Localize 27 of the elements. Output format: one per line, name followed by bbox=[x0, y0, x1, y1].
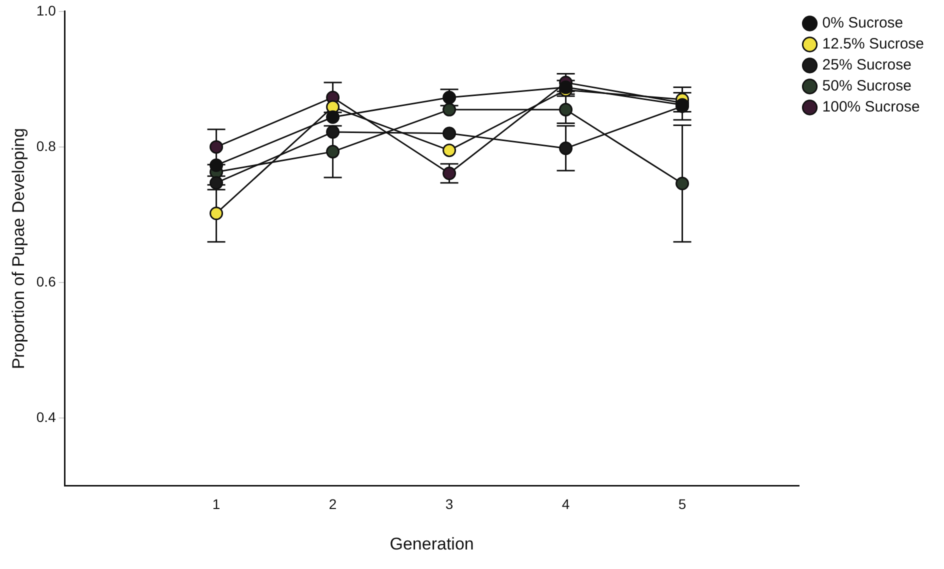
point bbox=[326, 144, 340, 158]
point bbox=[676, 176, 690, 190]
legend-label: 50% Sucrose bbox=[822, 78, 912, 95]
point bbox=[442, 126, 456, 140]
y-tick-label: 0.8 bbox=[36, 138, 56, 154]
x-tick-label: 4 bbox=[562, 496, 570, 512]
legend-label: 25% Sucrose bbox=[822, 56, 912, 74]
point bbox=[559, 142, 573, 156]
x-tick-label: 1 bbox=[212, 496, 220, 512]
legend-label: 100% Sucrose bbox=[822, 98, 920, 116]
y-tick-label: 1.0 bbox=[36, 2, 56, 18]
x-tick-label: 5 bbox=[678, 496, 686, 512]
legend-label: 12.5% Sucrose bbox=[822, 36, 924, 53]
x-tick-label: 3 bbox=[445, 496, 454, 512]
point bbox=[326, 125, 340, 139]
point bbox=[559, 102, 573, 116]
point bbox=[210, 158, 224, 172]
y-tick-label: 0.4 bbox=[36, 408, 56, 425]
point bbox=[442, 102, 456, 116]
legend-label: 0% Sucrose bbox=[822, 14, 904, 32]
point bbox=[442, 144, 456, 158]
x-axis-title: Generation bbox=[390, 534, 474, 554]
point bbox=[210, 206, 224, 220]
y-tick-label: 0.6 bbox=[36, 273, 56, 290]
x-tick-label: 2 bbox=[328, 496, 337, 512]
point bbox=[326, 110, 340, 124]
y-axis-title: Proportion of Pupae Developing bbox=[8, 128, 28, 370]
